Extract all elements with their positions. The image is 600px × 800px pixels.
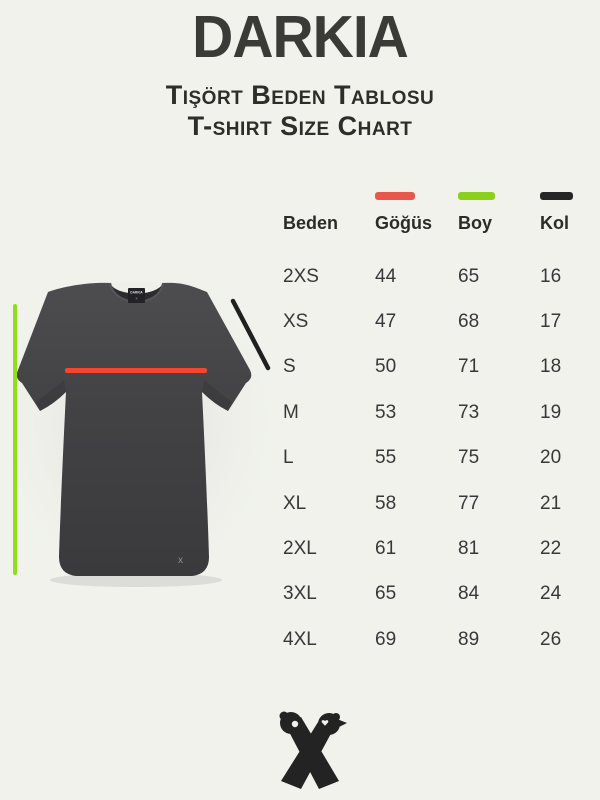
length-cell: 75 — [458, 447, 480, 469]
sleeve-cell: 21 — [540, 492, 562, 514]
size-cell: 3XL — [283, 583, 317, 605]
header-label-chest: Göğüs — [375, 213, 432, 233]
length-cell: 68 — [458, 311, 480, 333]
length-indicator-line — [13, 304, 17, 575]
sleeve-cell: 24 — [540, 583, 562, 605]
chest-cell: 61 — [375, 538, 397, 560]
brand-logo: DARKIA — [192, 3, 409, 71]
size-cell: L — [283, 447, 294, 469]
tshirt-photo-svg: DARKIA x x — [12, 282, 272, 592]
table-row: 4XL 69 89 26 — [283, 617, 588, 662]
length-cell: 71 — [458, 356, 480, 378]
chest-cell: 58 — [375, 492, 397, 514]
shirt-shadow — [50, 573, 222, 587]
size-cell: XL — [283, 492, 307, 514]
header-cell-chest: Göğüs — [375, 192, 458, 234]
header-label-sleeve: Kol — [540, 213, 569, 233]
table-row: 2XL 61 81 22 — [283, 526, 588, 571]
chest-cell: 69 — [375, 628, 397, 650]
table-row: L 55 75 20 — [283, 436, 588, 481]
length-cell: 84 — [458, 583, 480, 605]
size-cell: 2XL — [283, 538, 317, 560]
left-sleeve-shade — [36, 380, 66, 411]
table-row: S 50 71 18 — [283, 345, 588, 390]
length-cell: 81 — [458, 538, 480, 560]
sleeve-cell: 18 — [540, 356, 562, 378]
length-cell: 77 — [458, 492, 480, 514]
x-right-ear — [332, 713, 340, 721]
header-label-length: Boy — [458, 213, 493, 233]
table-row: M 53 73 19 — [283, 390, 588, 435]
length-cell: 65 — [458, 265, 480, 287]
collar — [110, 283, 163, 302]
length-cell: 73 — [458, 401, 480, 423]
subtitle-turkish: Tişört Beden Tablosu — [165, 80, 435, 110]
header-cell-size: Beden — [283, 192, 375, 234]
header-cell-length: Boy — [458, 192, 540, 234]
neck-label — [128, 288, 145, 303]
sleeve-cell: 22 — [540, 538, 562, 560]
table-row: 3XL 65 84 24 — [283, 572, 588, 617]
chest-cell: 55 — [375, 447, 397, 469]
chest-cell: 50 — [375, 356, 397, 378]
size-cell: M — [283, 401, 299, 423]
size-table-rows: 2XS 44 65 16 XS 47 68 17 S 50 71 18 M 53… — [283, 254, 588, 663]
size-cell: XS — [283, 311, 309, 333]
table-row: 2XS 44 65 16 — [283, 254, 588, 299]
size-cell: 4XL — [283, 628, 317, 650]
chest-cell: 47 — [375, 311, 397, 333]
sleeve-cell: 16 — [540, 265, 562, 287]
length-cell: 89 — [458, 628, 480, 650]
x-right-beak — [337, 719, 347, 728]
hem-logo-text: x — [178, 555, 183, 566]
chest-cell: 44 — [375, 265, 397, 287]
right-sleeve-shade — [202, 380, 232, 411]
x-right-leg — [281, 719, 334, 789]
chest-legend-bar — [375, 192, 415, 200]
size-table: Beden Göğüs Boy Kol 2XS 44 65 16 — [283, 192, 588, 663]
table-row: XL 58 77 21 — [283, 481, 588, 526]
neck-label-text: DARKIA — [130, 291, 143, 295]
size-table-header: Beden Göğüs Boy Kol — [283, 192, 588, 234]
chest-cell: 65 — [375, 583, 397, 605]
size-cell: 2XS — [283, 265, 319, 287]
x-logo-svg — [279, 711, 347, 789]
table-row: XS 47 68 17 — [283, 299, 588, 344]
x-right-heart-eye — [321, 720, 329, 726]
sleeve-cell: 17 — [540, 311, 562, 333]
sleeve-indicator-line — [230, 298, 271, 371]
sleeve-legend-bar — [540, 192, 573, 200]
chest-indicator-line — [65, 368, 207, 373]
length-legend-bar — [458, 192, 495, 200]
x-left-ear — [279, 711, 289, 721]
header-label-size: Beden — [283, 213, 339, 233]
header-cell-sleeve: Kol — [540, 192, 585, 234]
neck-label-size-mark: x — [136, 296, 138, 301]
brand-x-mascot-logo — [273, 709, 347, 791]
sleeve-cell: 20 — [540, 447, 562, 469]
subtitle-english: T-shirt Size Chart — [187, 111, 413, 141]
tshirt-body — [16, 282, 252, 576]
x-left-eye — [291, 720, 299, 728]
chest-cell: 53 — [375, 401, 397, 423]
tshirt-figure: DARKIA x x — [12, 282, 272, 596]
size-cell: S — [283, 356, 296, 378]
sleeve-cell: 19 — [540, 401, 562, 423]
sleeve-cell: 26 — [540, 628, 562, 650]
